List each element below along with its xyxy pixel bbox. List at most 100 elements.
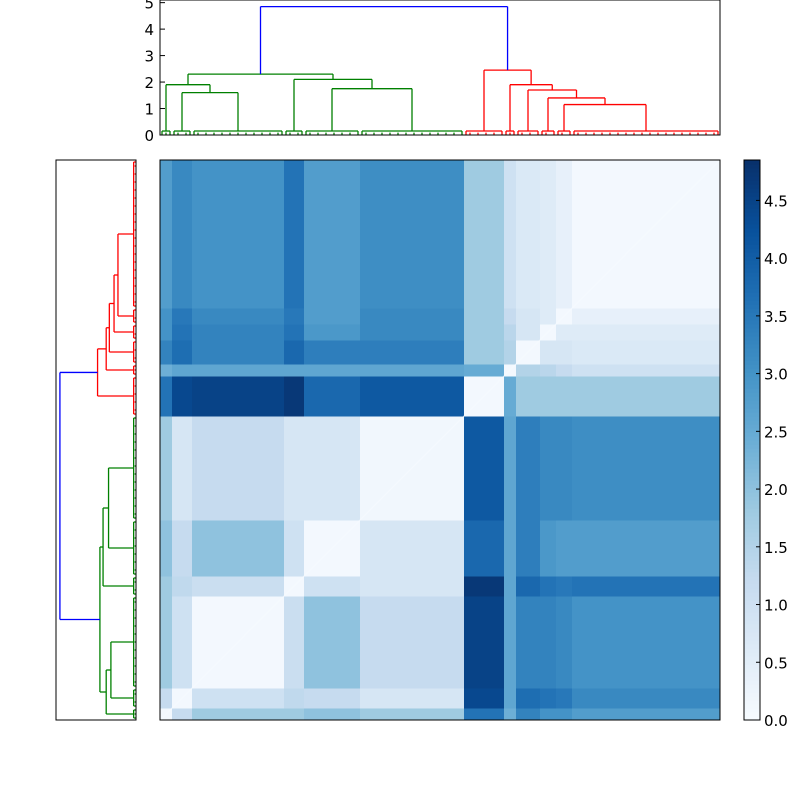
- colorbar-gradient-step: [744, 272, 760, 277]
- heatmap-cell-L-I: [516, 160, 541, 309]
- heatmap-cell-G-B: [172, 376, 193, 417]
- colorbar-gradient-step: [744, 544, 760, 549]
- heatmap-cell-D-B: [172, 576, 193, 597]
- heatmap-cell-G-A: [160, 376, 173, 417]
- colorbar-gradient-step: [744, 480, 760, 485]
- colorbar-tick-label: 4.0: [764, 250, 788, 268]
- colorbar-gradient-step: [744, 616, 760, 621]
- colorbar-gradient-step: [744, 348, 760, 353]
- colorbar-gradient-step: [744, 436, 760, 441]
- heatmap-cell-H-A: [160, 364, 173, 377]
- heatmap-cell-F-A: [160, 416, 173, 521]
- colorbar: 0.0 0.5 1.0 1.5 2.0 2.5 3.0 3.5 4.0 4.5: [743, 159, 788, 730]
- heatmap-cell-H-I: [516, 364, 541, 377]
- tick-labels: 0 1 2 3 4 5: [144, 0, 165, 145]
- heatmap-cell-I-A: [160, 340, 173, 365]
- heatmap-cell-K-H: [504, 308, 517, 325]
- colorbar-gradient-step: [744, 236, 760, 241]
- heatmap-cell-L-G: [464, 160, 505, 309]
- colorbar-gradient-step: [744, 552, 760, 557]
- heatmap-cell-L-H: [504, 160, 517, 309]
- colorbar-tick-label: 3.0: [764, 366, 788, 384]
- colorbar-gradient-step: [744, 268, 760, 273]
- heatmap-cell-H-F: [360, 364, 465, 377]
- colorbar-gradient-step: [744, 244, 760, 249]
- colorbar-gradient-step: [744, 664, 760, 669]
- colorbar-gradient-step: [744, 600, 760, 605]
- heatmap-cell-C-I: [516, 596, 541, 689]
- colorbar-gradient-step: [744, 696, 760, 701]
- heatmap-cell-B-J: [540, 688, 557, 709]
- heatmap-cell-B-C: [192, 688, 285, 709]
- colorbar-gradient-step: [744, 460, 760, 465]
- heatmap-cell-L-C: [192, 160, 285, 309]
- colorbar-gradient-step: [744, 164, 760, 169]
- colorbar-gradient-step: [744, 688, 760, 693]
- colorbar-gradient-step: [744, 260, 760, 265]
- heatmap-cell-D-E: [304, 576, 361, 597]
- top-dendrogram-tick-label: 1: [144, 101, 154, 119]
- heatmap-cell-D-G: [464, 576, 505, 597]
- heatmap-cell-I-B: [172, 340, 193, 365]
- colorbar-gradient-step: [744, 304, 760, 309]
- heatmap-cell-L-K: [556, 160, 573, 309]
- heatmap-cell-E-D: [284, 520, 305, 577]
- heatmap-cell-A-K: [556, 708, 573, 721]
- heatmap-cell-H-C: [192, 364, 285, 377]
- heatmap-cell-F-D: [284, 416, 305, 521]
- colorbar-gradient-step: [744, 656, 760, 661]
- colorbar-gradient-step: [744, 292, 760, 297]
- colorbar-gradient-step: [744, 380, 760, 385]
- colorbar-gradient-step: [744, 580, 760, 585]
- heatmap-cell-G-H: [504, 376, 517, 417]
- heatmap-cell-B-H: [504, 688, 517, 709]
- heatmap-cell-A-D: [284, 708, 305, 721]
- colorbar-gradient-step: [744, 700, 760, 705]
- heatmap-cell-I-J: [540, 340, 557, 365]
- heatmap-frame: [159, 159, 721, 721]
- colorbar-gradient-step: [744, 636, 760, 641]
- heatmap-cell-J-B: [172, 324, 193, 341]
- heatmap-cell-E-A: [160, 520, 173, 577]
- heatmap-cell-I-K: [556, 340, 573, 365]
- heatmap-cell-F-E: [304, 416, 361, 521]
- heatmap-cell-J-I: [516, 324, 541, 341]
- colorbar-gradient-step: [744, 592, 760, 597]
- heatmap-cell-H-G: [464, 364, 505, 377]
- colorbar-gradient-step: [744, 584, 760, 589]
- colorbar-gradient-step: [744, 704, 760, 709]
- heatmap-cell-I-F: [360, 340, 465, 365]
- heatmap-cell-H-E: [304, 364, 361, 377]
- heatmap-cell-D-I: [516, 576, 541, 597]
- colorbar-gradient-step: [744, 288, 760, 293]
- heatmap-cell-B-G: [464, 688, 505, 709]
- colorbar-gradient-step: [744, 456, 760, 461]
- colorbar-gradient-step: [744, 248, 760, 253]
- heatmap-cell-A-E: [304, 708, 361, 721]
- heatmap-cell-I-H: [504, 340, 517, 365]
- colorbar-gradient-step: [744, 408, 760, 413]
- heatmap-cell-F-K: [556, 416, 573, 521]
- colorbar-gradient-step: [744, 676, 760, 681]
- colorbar-gradient-step: [744, 560, 760, 565]
- colorbar-gradient-step: [744, 208, 760, 213]
- colorbar-gradient-step: [744, 392, 760, 397]
- colorbar-gradient-step: [744, 444, 760, 449]
- heatmap-cell-J-F: [360, 324, 465, 341]
- colorbar-gradient-step: [744, 516, 760, 521]
- colorbar-gradient-step: [744, 416, 760, 421]
- colorbar-gradient-step: [744, 608, 760, 613]
- heatmap-cell-E-H: [504, 520, 517, 577]
- heatmap-cell-K-G: [464, 308, 505, 325]
- heatmap-cell-A-L: [572, 708, 721, 721]
- heatmap-cell-D-F: [360, 576, 465, 597]
- colorbar-gradient-step: [744, 512, 760, 517]
- colorbar-gradient-step: [744, 296, 760, 301]
- colorbar-gradient-step: [744, 360, 760, 365]
- heatmap-cell-J-A: [160, 324, 173, 341]
- heatmap-cell-J-K: [556, 324, 573, 341]
- colorbar-tick-label: 1.5: [764, 539, 788, 557]
- heatmap-cell-D-J: [540, 576, 557, 597]
- heatmap-cell-L-B: [172, 160, 193, 309]
